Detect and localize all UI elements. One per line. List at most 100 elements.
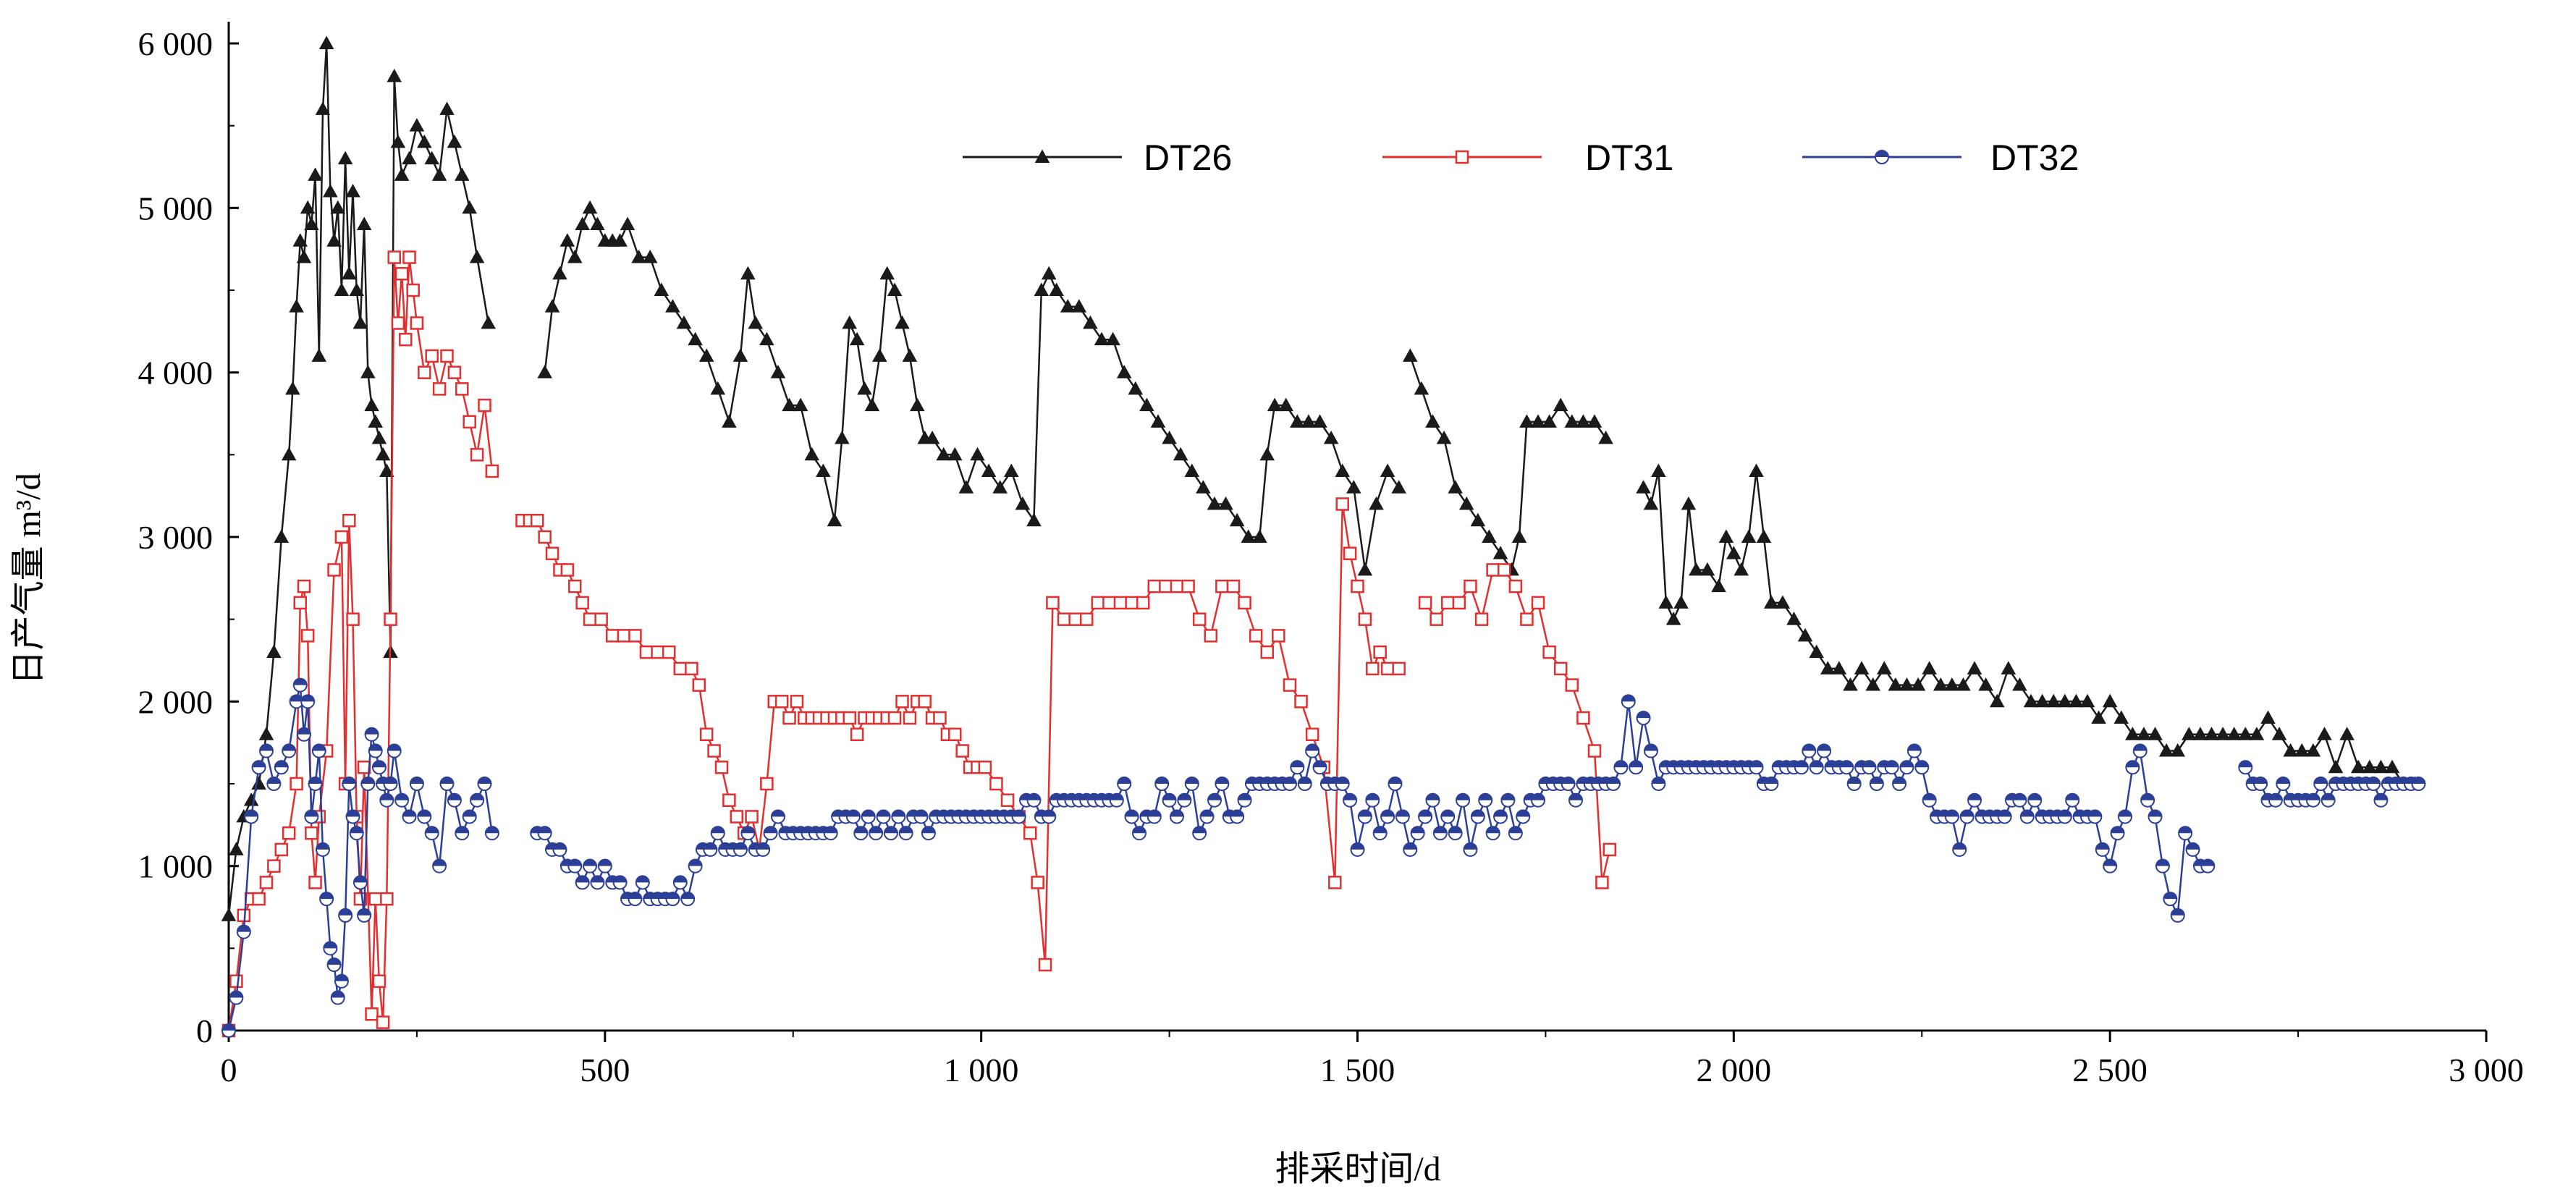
data-point-dt31 (1147, 579, 1162, 593)
data-point-dt32 (1440, 809, 1456, 824)
data-point-dt26 (710, 381, 726, 395)
data-point-dt26 (292, 233, 308, 247)
data-point-dt26 (2249, 727, 2265, 740)
data-point-dt32 (1884, 760, 1899, 775)
data-point-dt32 (274, 760, 289, 775)
data-point-dt26 (748, 315, 764, 329)
data-point-dt26 (2091, 710, 2106, 724)
data-point-dt32 (1944, 809, 1959, 824)
data-point-dt26 (251, 776, 266, 790)
data-point-dt26 (1071, 299, 1087, 313)
x-tick-label: 0 (221, 1052, 237, 1088)
data-point-dt26 (1956, 677, 1971, 691)
data-point-dt32 (1282, 777, 1297, 791)
data-point-dt26 (559, 233, 575, 247)
data-point-dt32 (2320, 792, 2336, 808)
data-point-dt26 (352, 315, 368, 329)
y-tick-label: 5 000 (138, 190, 214, 227)
data-point-dt32 (710, 826, 725, 841)
data-point-dt26 (2148, 727, 2163, 740)
data-point-dt32 (1613, 760, 1629, 775)
data-point-dt32 (1425, 792, 1440, 808)
data-point-dt32 (1042, 809, 1057, 824)
data-point-dt26 (654, 282, 670, 296)
data-point-dt32 (1629, 760, 1644, 775)
data-point-dt32 (1621, 694, 1636, 709)
series-line-dt32 (537, 701, 2208, 917)
data-point-dt31 (267, 859, 281, 873)
data-point-dt26 (947, 447, 963, 461)
legend-label-dt32: DT32 (1990, 138, 2079, 178)
data-point-dt32 (323, 941, 338, 956)
legend-label-dt31: DT31 (1585, 138, 1673, 178)
data-point-dt31 (1272, 629, 1285, 643)
data-point-dt26 (1843, 677, 1858, 691)
data-point-dt26 (1809, 644, 1824, 659)
data-point-dt26 (364, 397, 379, 412)
data-point-dt26 (2057, 693, 2073, 708)
data-point-dt32 (417, 809, 432, 824)
data-point-dt26 (1989, 693, 2005, 708)
data-point-dt26 (552, 266, 567, 280)
data-point-dt32 (1794, 760, 1809, 775)
data-point-dt26 (1060, 299, 1076, 313)
data-point-dt26 (1105, 331, 1120, 346)
data-point-dt32 (1169, 809, 1184, 824)
data-point-dt32 (861, 809, 876, 824)
data-point-dt26 (424, 151, 439, 165)
data-point-dt32 (2125, 760, 2140, 775)
data-point-dt26 (2069, 693, 2084, 708)
data-point-dt26 (1150, 414, 1166, 428)
data-point-dt26 (379, 463, 394, 478)
data-point-dt32 (1568, 792, 1584, 808)
data-point-dt31 (1181, 579, 1195, 593)
data-point-dt31 (1000, 793, 1015, 807)
data-point-dt26 (857, 381, 872, 395)
data-point-dt31 (1159, 579, 1173, 593)
data-point-dt26 (1775, 595, 1791, 609)
data-point-dt26 (782, 397, 797, 412)
data-point-dt32 (360, 777, 376, 791)
data-point-dt32 (732, 842, 748, 857)
data-point-dt26 (759, 331, 774, 346)
data-point-dt26 (304, 216, 319, 231)
data-point-dt26 (1854, 661, 1870, 674)
data-point-dt31 (432, 382, 447, 396)
data-point-dt32 (770, 809, 785, 824)
data-point-dt31 (1474, 612, 1489, 626)
data-point-dt32 (898, 826, 913, 841)
data-point-dt32 (364, 727, 379, 742)
data-point-dt26 (887, 282, 903, 296)
data-point-dt26 (642, 249, 658, 263)
data-point-dt26 (1357, 562, 1373, 576)
data-point-dt32 (1131, 826, 1146, 841)
data-point-dt32 (1154, 777, 1170, 791)
data-point-dt31 (639, 645, 654, 659)
data-point-dt32 (2019, 809, 2035, 824)
data-point-dt32 (236, 924, 251, 939)
data-point-dt26 (334, 282, 350, 296)
data-point-dt26 (1436, 431, 1452, 444)
data-point-dt26 (2204, 727, 2219, 740)
data-point-dt31 (402, 250, 416, 264)
data-point-dt32 (1952, 842, 1967, 857)
data-point-dt26 (2226, 727, 2242, 740)
data-point-dt32 (1493, 809, 1508, 824)
y-tick-label: 0 (196, 1012, 213, 1049)
data-point-dt26 (2271, 727, 2287, 740)
data-point-dt31 (1373, 645, 1387, 659)
data-point-dt31 (850, 727, 864, 742)
data-point-dt26 (842, 315, 857, 329)
data-point-dt32 (672, 875, 688, 890)
data-point-dt26 (345, 184, 360, 198)
data-point-dt31 (1260, 645, 1274, 659)
data-point-dt26 (1312, 414, 1327, 428)
data-point-dt32 (1388, 777, 1403, 791)
data-point-dt32 (345, 809, 360, 824)
data-point-dt32 (1802, 743, 1817, 758)
data-point-dt31 (651, 645, 664, 659)
data-point-dt26 (462, 200, 477, 214)
data-point-dt26 (409, 118, 425, 132)
data-point-dt26 (1229, 512, 1245, 527)
data-point-dt32 (575, 875, 590, 890)
